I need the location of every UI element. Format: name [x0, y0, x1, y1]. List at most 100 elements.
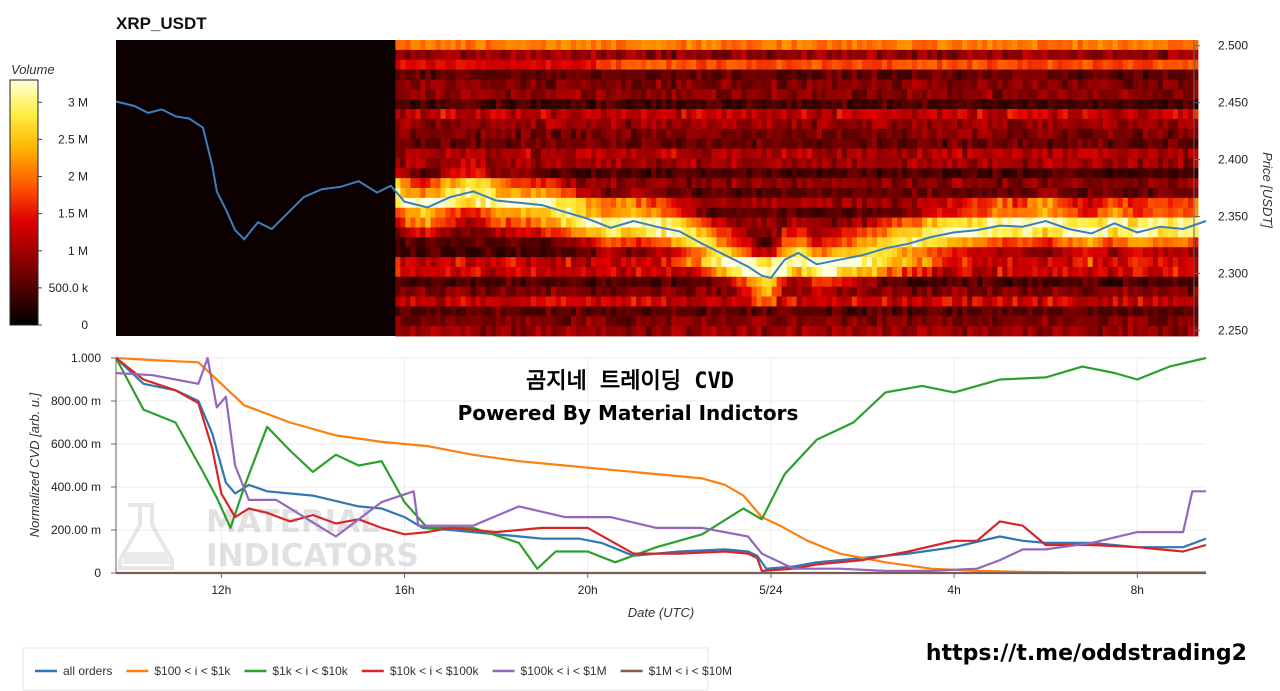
heatmap-cell: [585, 128, 592, 140]
heatmap-cell: [871, 306, 878, 317]
heatmap-cell: [1182, 257, 1189, 268]
heatmap-cell: [601, 257, 607, 268]
heatmap-cell: [585, 207, 592, 218]
heatmap-cell: [781, 207, 788, 218]
heatmap-cell: [1007, 89, 1013, 100]
heatmap-cell: [621, 247, 627, 258]
heatmap-cell: [1072, 286, 1079, 297]
heatmap-cell: [922, 69, 928, 80]
heatmap-cell: [651, 118, 657, 130]
heatmap-cell: [756, 227, 762, 238]
heatmap-cell: [741, 59, 747, 70]
heatmap-cell: [922, 227, 928, 238]
heatmap-cell: [1157, 316, 1164, 327]
heatmap-cell: [696, 59, 702, 70]
heatmap-cell: [957, 276, 963, 288]
heatmap-cell: [856, 79, 863, 90]
heatmap-cell: [811, 178, 818, 189]
heatmap-cell: [1097, 109, 1104, 120]
heatmap-cell: [500, 118, 507, 130]
heatmap-cell: [1032, 266, 1038, 278]
heatmap-cell: [1007, 178, 1013, 189]
heatmap-cell: [1187, 306, 1194, 317]
heatmap-cell: [796, 158, 803, 169]
heatmap-cell: [1137, 79, 1144, 90]
heatmap-cell: [796, 79, 803, 90]
heatmap-cell: [706, 237, 712, 248]
heatmap-cell: [721, 99, 727, 110]
heatmap-cell: [851, 138, 858, 149]
heatmap-cell: [1112, 148, 1119, 159]
heatmap-cell: [701, 266, 707, 278]
heatmap-cell: [555, 207, 562, 218]
heatmap-cell: [545, 286, 552, 297]
heatmap-cell: [1022, 128, 1028, 140]
heatmap-cell: [1022, 89, 1028, 100]
heatmap-cell: [1137, 148, 1144, 159]
heatmap-cell: [535, 49, 542, 61]
heatmap-cell: [611, 128, 617, 140]
heatmap-cell: [445, 118, 451, 130]
heatmap-cell: [455, 148, 461, 159]
heatmap-cell: [1142, 89, 1149, 100]
heatmap-cell: [651, 138, 657, 149]
heatmap-cell: [851, 247, 858, 258]
heatmap-cell: [540, 276, 547, 288]
footer-link[interactable]: https://t.me/oddstrading2: [926, 641, 1247, 666]
heatmap-cell: [1002, 158, 1008, 169]
heatmap-cell: [947, 148, 953, 159]
heatmap-cell: [1022, 296, 1028, 307]
heatmap-cell: [967, 118, 973, 130]
heatmap-cell: [490, 168, 497, 179]
heatmap-cell: [450, 158, 456, 169]
heatmap-cell: [555, 197, 562, 209]
heatmap-cell: [1007, 69, 1013, 80]
heatmap-cell: [796, 128, 803, 140]
heatmap-cell: [1027, 276, 1033, 288]
heatmap-cell: [866, 276, 873, 288]
heatmap-cell: [1072, 109, 1079, 120]
heatmap-cell: [957, 168, 963, 179]
heatmap-cell: [766, 188, 773, 199]
heatmap-cell: [982, 316, 988, 327]
heatmap-cell: [716, 69, 722, 80]
heatmap-cell: [641, 296, 647, 307]
heatmap-cell: [776, 237, 783, 248]
heatmap-cell: [1132, 266, 1139, 278]
heatmap-cell: [591, 276, 597, 288]
heatmap-cell: [495, 227, 502, 238]
heatmap-cell: [751, 148, 757, 159]
heatmap-cell: [1137, 69, 1144, 80]
heatmap-cell: [997, 89, 1003, 100]
heatmap-cell: [711, 148, 717, 159]
heatmap-cell: [952, 178, 958, 189]
heatmap-cell: [927, 109, 933, 120]
heatmap-cell: [651, 266, 657, 278]
heatmap-cell: [1182, 296, 1189, 307]
heatmap-cell: [881, 59, 888, 70]
heatmap-cell: [957, 316, 963, 327]
heatmap-cell: [766, 266, 773, 278]
heatmap-cell: [937, 59, 943, 70]
heatmap-cell: [881, 326, 888, 337]
heatmap-cell: [811, 266, 818, 278]
heatmap-cell: [1012, 89, 1018, 100]
heatmap-cell: [856, 237, 863, 248]
heatmap-cell: [465, 296, 472, 307]
heatmap-cell: [475, 49, 482, 61]
heatmap-cell: [611, 168, 617, 179]
heatmap-cell: [601, 227, 607, 238]
heatmap-cell: [1137, 99, 1144, 110]
heatmap-cell: [1022, 49, 1028, 61]
heatmap-cell: [1087, 247, 1094, 258]
heatmap-cell: [851, 128, 858, 140]
heatmap-cell: [922, 168, 928, 179]
heatmap-cell: [741, 128, 747, 140]
heatmap-cell: [430, 49, 436, 61]
heatmap-cell: [430, 158, 436, 169]
heatmap-cell: [585, 168, 592, 179]
heatmap-cell: [1022, 138, 1028, 149]
heatmap-cell: [1182, 168, 1189, 179]
heatmap-cell: [972, 257, 978, 268]
heatmap-cell: [1147, 266, 1154, 278]
